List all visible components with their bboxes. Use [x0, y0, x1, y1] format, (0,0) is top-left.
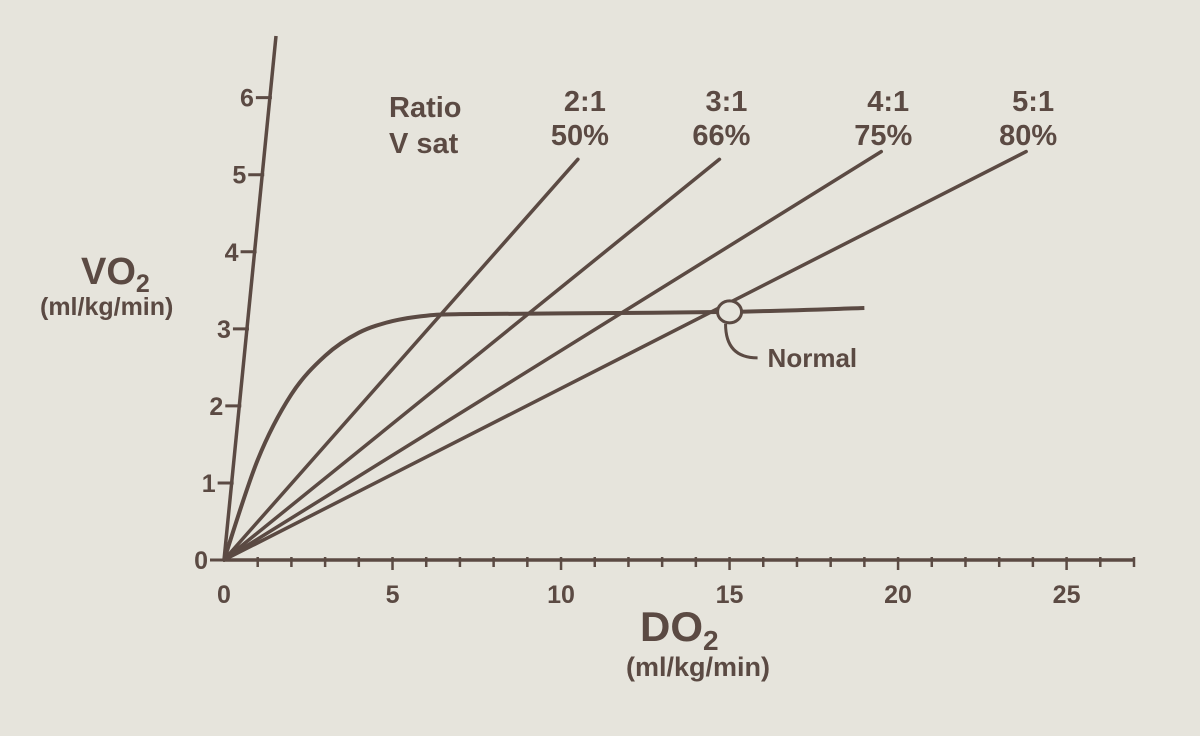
- ratio-line-4-1: [222, 149, 883, 562]
- y-tick-label: 3: [217, 316, 231, 344]
- x-tick-label: 25: [1053, 581, 1081, 609]
- y-tick-label: 1: [202, 470, 216, 498]
- x-tick-label: 10: [547, 581, 575, 609]
- y-axis-units: (ml/kg/min): [40, 293, 173, 321]
- x-axis-title-subscript: 2: [703, 625, 719, 656]
- ratio-label: 3:1: [705, 86, 747, 118]
- ratio-line-5-1: [222, 149, 1028, 562]
- y-tick-label: 2: [209, 393, 223, 421]
- y-tick-label: 5: [232, 162, 246, 190]
- ratio-label: 2:1: [564, 86, 606, 118]
- normal-point: [716, 299, 744, 325]
- x-tick-label: 20: [884, 581, 912, 609]
- x-axis-units: (ml/kg/min): [626, 652, 770, 682]
- normal-leader-line: [724, 323, 758, 360]
- x-tick-label: 5: [386, 581, 400, 609]
- labels: 0 5 10 15 20 25 0 1 2 3 4 5 6 2:150% 3:166% 4:175% 5:180…: [40, 85, 1081, 682]
- y-axis-title-subscript: 2: [136, 270, 150, 298]
- vsat-label: 66%: [692, 120, 750, 152]
- ratio-label: 5:1: [1012, 86, 1054, 118]
- vsat-label: 50%: [551, 120, 609, 152]
- normal-label: Normal: [768, 343, 858, 373]
- ratio-line-2-1: [222, 157, 580, 562]
- x-axis-title: DO2: [640, 603, 719, 656]
- vsat-label: 75%: [854, 120, 912, 152]
- vsat-label: 80%: [999, 120, 1057, 152]
- ratio-header: Ratio: [389, 92, 462, 124]
- ratio-line-3-1: [222, 157, 722, 562]
- x-tick-label: 0: [217, 581, 231, 609]
- ticks: [210, 96, 1136, 570]
- y-axis-line: [222, 35, 278, 561]
- series: [222, 149, 1028, 562]
- vsat-header: V sat: [389, 128, 459, 160]
- oxygen-uptake-curve: [222, 306, 865, 561]
- y-tick-label: 4: [225, 239, 239, 267]
- axes: [222, 35, 1134, 562]
- y-tick-label: 0: [194, 547, 208, 575]
- y-tick-label: 6: [240, 85, 254, 113]
- ratio-label: 4:1: [867, 86, 909, 118]
- y-axis-title: VO2: [81, 251, 150, 298]
- x-tick-label: 15: [716, 581, 744, 609]
